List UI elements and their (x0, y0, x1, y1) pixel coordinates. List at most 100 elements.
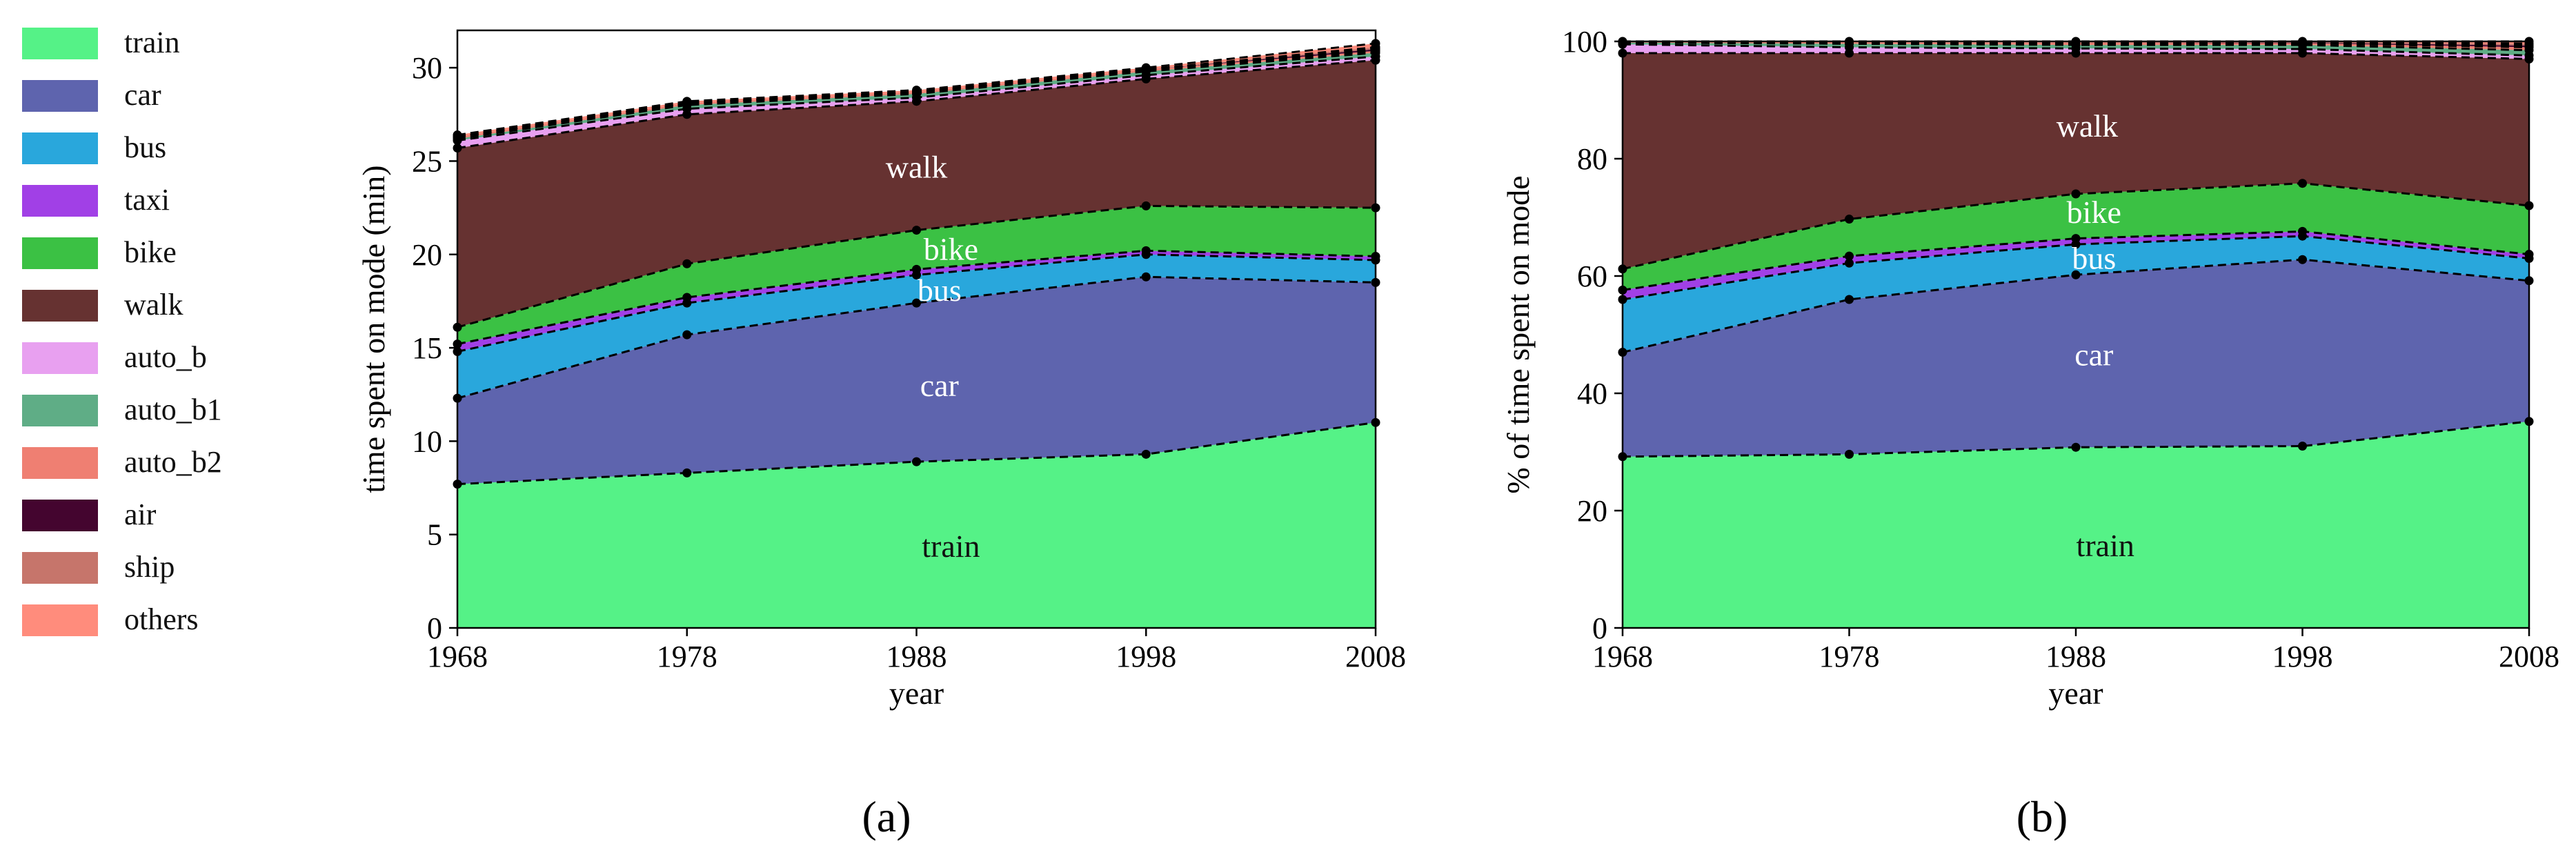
y-axis: 0 5 10 15 20 25 30 (412, 51, 457, 645)
y-tick-label: 0 (1592, 611, 1607, 645)
legend-label-bus: bus (124, 130, 166, 164)
x-tick-label: 1968 (427, 640, 488, 673)
annotation-walk: walk (2057, 108, 2118, 144)
x-tick-label: 1978 (1819, 640, 1880, 673)
annotation-bike: bike (924, 232, 978, 267)
chart-a: walk bike bus car train 1968 1978 1988 1998 2008 0… (356, 29, 1406, 711)
y-tick-label: 10 (412, 424, 442, 458)
legend-label-air: air (124, 498, 157, 531)
legend-swatch-walk (22, 290, 98, 322)
area-train (1623, 421, 2529, 628)
y-tick-label: 25 (412, 144, 442, 178)
x-tick-label: 2008 (2499, 640, 2559, 673)
x-tick-label: 1998 (1116, 640, 1176, 673)
area-auto_b (457, 56, 1376, 148)
point-bike-1978 (1845, 215, 1854, 224)
x-tick-label: 2008 (1345, 640, 1406, 673)
point-car-1988 (2071, 270, 2081, 279)
point-bike-1998 (1141, 201, 1151, 210)
point-bike-1988 (912, 226, 921, 235)
point-bike-1988 (2071, 189, 2081, 199)
legend-label-auto_b2: auto_b2 (124, 445, 222, 479)
annotation-car: car (920, 368, 959, 403)
legend-label-auto_b1: auto_b1 (124, 393, 222, 426)
legend-label-others: others (124, 602, 199, 636)
point-car-1998 (2298, 255, 2307, 264)
y-tick-label: 40 (1577, 377, 1607, 411)
point-train-1978 (1845, 449, 1854, 459)
legend-label-bike: bike (124, 235, 177, 269)
x-tick-label: 1998 (2272, 640, 2333, 673)
annotation-car: car (2074, 337, 2113, 373)
legend-swatch-taxi (22, 185, 98, 217)
point-train-1998 (1141, 449, 1151, 459)
point-train-1988 (2071, 442, 2081, 452)
areas (457, 43, 1376, 628)
x-tick-label: 1988 (886, 640, 947, 673)
y-tick-label: 80 (1577, 142, 1607, 176)
legend-swatch-car (22, 80, 98, 112)
legend-label-car: car (124, 78, 161, 112)
y-tick-label: 5 (427, 518, 442, 552)
point-train-1998 (2298, 442, 2307, 451)
point-bus-1978 (1845, 258, 1854, 268)
legend-swatch-others (22, 604, 98, 636)
legend-label-auto_b: auto_b (124, 340, 207, 374)
boundary-line-car (457, 275, 1376, 400)
area-car (1623, 259, 2529, 457)
y-tick-label: 20 (412, 238, 442, 272)
point-others-1998 (1141, 63, 1151, 72)
y-tick-label: 60 (1577, 259, 1607, 293)
y-tick-label: 0 (427, 611, 442, 645)
annotation-train: train (922, 529, 980, 564)
legend: train car bus taxi bike walk auto_b auto_b1auto… (22, 26, 222, 636)
x-axis: 1968 1978 1988 1998 2008 (1592, 628, 2559, 673)
x-tick-label: 1988 (2045, 640, 2106, 673)
boundary-line-bike (457, 204, 1376, 328)
legend-label-walk: walk (124, 288, 184, 322)
x-axis-title: year (2048, 676, 2103, 711)
legend-swatch-auto_b (22, 342, 98, 374)
y-tick-label: 15 (412, 331, 442, 365)
area-taxi (1623, 231, 2529, 299)
point-car-1978 (682, 330, 692, 339)
area-bus (457, 254, 1376, 399)
point-taxi-1998 (2298, 226, 2307, 236)
x-tick-label: 1968 (1592, 640, 1653, 673)
legend-swatch-air (22, 500, 98, 531)
chart-b: walk bike bus car train 1968 1978 1988 1998 2008 0… (1500, 25, 2559, 711)
point-bike-1998 (2298, 179, 2307, 188)
area-car (457, 277, 1376, 484)
x-axis: 1968 1978 1988 1998 2008 (427, 628, 1406, 673)
y-tick-label: 100 (1562, 25, 1607, 59)
x-tick-label: 1978 (657, 640, 717, 673)
y-axis-title: % of time spent on mode (1500, 175, 1536, 493)
point-taxi-1978 (1845, 251, 1854, 261)
area-bike (457, 206, 1376, 344)
legend-swatch-train (22, 28, 98, 59)
point-car-1978 (1845, 295, 1854, 304)
panel-label-b: (b) (2017, 792, 2068, 841)
annotation-train: train (2077, 528, 2134, 563)
legend-swatch-bus (22, 132, 98, 164)
annotation-bus: bus (2072, 240, 2116, 275)
point-taxi-1978 (682, 293, 692, 302)
point-taxi-1988 (2071, 234, 2081, 244)
y-axis: 0 20 40 60 80 100 (1562, 25, 1623, 645)
legend-label-train: train (124, 26, 180, 59)
panel-label-a: (a) (862, 792, 911, 841)
x-axis-title: year (889, 676, 944, 711)
legend-swatch-bike (22, 237, 98, 269)
annotation-bus: bus (918, 273, 962, 308)
annotation-bike: bike (2067, 195, 2121, 230)
legend-label-ship: ship (124, 550, 175, 584)
point-taxi-1998 (1141, 246, 1151, 255)
point-train-1978 (682, 468, 692, 477)
point-train-1988 (912, 457, 921, 466)
y-axis-title: time spent on mode (min) (356, 165, 391, 493)
point-car-1988 (912, 298, 921, 308)
point-taxi-1988 (912, 264, 921, 274)
point-bike-1978 (682, 259, 692, 268)
point-others-1978 (682, 97, 692, 106)
